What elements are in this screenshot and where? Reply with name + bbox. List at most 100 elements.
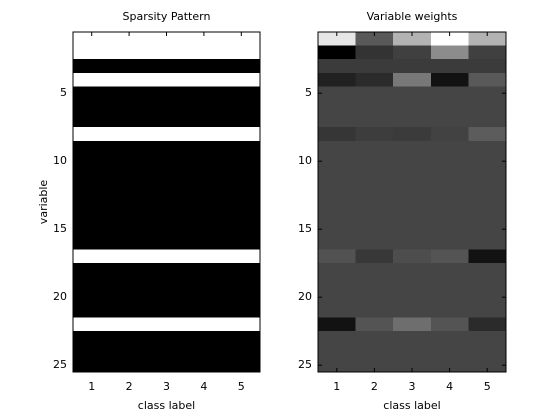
heatmap-cell bbox=[73, 195, 111, 210]
heatmap-cell bbox=[355, 222, 394, 237]
heatmap-cell bbox=[468, 127, 507, 142]
heatmap-cell bbox=[430, 222, 469, 237]
x-tick-label: 3 bbox=[163, 380, 170, 393]
heatmap-cell bbox=[222, 86, 261, 101]
heatmap-cell bbox=[110, 331, 149, 346]
y-tick-label: 20 bbox=[298, 290, 312, 303]
heatmap-cell bbox=[318, 140, 356, 155]
heatmap-cell bbox=[185, 154, 223, 169]
heatmap-cell bbox=[430, 32, 469, 46]
heatmap-cell bbox=[430, 168, 469, 182]
heatmap-cell bbox=[147, 344, 186, 359]
heatmap-cell bbox=[355, 317, 394, 332]
heatmap-cell bbox=[185, 181, 223, 196]
heatmap-cell bbox=[185, 72, 223, 87]
heatmap-cell bbox=[185, 45, 223, 60]
heatmap-cell bbox=[222, 127, 261, 142]
heatmap-cell bbox=[393, 140, 432, 155]
heatmap-cell bbox=[318, 72, 356, 87]
heatmap-cell bbox=[73, 45, 111, 60]
heatmap-cell bbox=[222, 276, 261, 291]
heatmap-cell bbox=[318, 45, 356, 60]
heatmap-cell bbox=[393, 45, 432, 60]
heatmap-cell bbox=[318, 181, 356, 196]
heatmap-cell bbox=[393, 32, 432, 46]
heatmap-cell bbox=[468, 100, 507, 114]
heatmap-cell bbox=[355, 59, 394, 74]
heatmap-cell bbox=[185, 344, 223, 359]
heatmap-cell bbox=[393, 344, 432, 359]
heatmap-cell bbox=[73, 263, 111, 278]
heatmap-cell bbox=[110, 263, 149, 278]
heatmap-cell bbox=[222, 304, 261, 318]
heatmap-cell bbox=[185, 86, 223, 101]
heatmap-cell bbox=[468, 32, 507, 46]
heatmap-cell bbox=[222, 100, 261, 114]
x-tick-label: 3 bbox=[409, 380, 416, 393]
heatmap-cell bbox=[393, 236, 432, 250]
heatmap-cell bbox=[185, 140, 223, 155]
heatmap-cell bbox=[393, 59, 432, 74]
heatmap-cell bbox=[393, 358, 432, 373]
heatmap-cell bbox=[393, 72, 432, 87]
y-tick-label: 10 bbox=[298, 154, 312, 167]
heatmap-cell bbox=[110, 181, 149, 196]
heatmap-cell bbox=[318, 276, 356, 291]
heatmap-cell bbox=[110, 113, 149, 128]
heatmap-cell bbox=[185, 127, 223, 142]
x-tick-label: 4 bbox=[200, 380, 207, 393]
heatmap-cell bbox=[393, 249, 432, 264]
heatmap-cell bbox=[318, 113, 356, 128]
heatmap-cell bbox=[110, 290, 149, 305]
heatmap-cell bbox=[318, 344, 356, 359]
heatmap-cell bbox=[430, 304, 469, 318]
heatmap-cell bbox=[355, 358, 394, 373]
heatmap-cell bbox=[430, 59, 469, 74]
x-tick-label: 1 bbox=[88, 380, 95, 393]
x-axis-label: class label bbox=[138, 399, 195, 412]
heatmap-cell bbox=[318, 263, 356, 278]
heatmap-cell bbox=[222, 59, 261, 74]
heatmap-cell bbox=[147, 263, 186, 278]
heatmap-cell bbox=[468, 358, 507, 373]
heatmap-cell bbox=[110, 249, 149, 264]
heatmap-cell bbox=[468, 236, 507, 250]
heatmap-cell bbox=[110, 222, 149, 237]
heatmap-cell bbox=[430, 140, 469, 155]
heatmap-cell bbox=[73, 317, 111, 332]
heatmap-cell bbox=[222, 344, 261, 359]
heatmap-cell bbox=[430, 113, 469, 128]
heatmap-cell bbox=[73, 304, 111, 318]
heatmap-cell bbox=[355, 195, 394, 210]
heatmap-cell bbox=[318, 86, 356, 101]
heatmap-cell bbox=[468, 263, 507, 278]
heatmap-cell bbox=[147, 59, 186, 74]
heatmap-cell bbox=[318, 304, 356, 318]
heatmap-cell bbox=[222, 154, 261, 169]
heatmap-cell bbox=[393, 222, 432, 237]
heatmap-cell bbox=[110, 304, 149, 318]
y-tick-label: 20 bbox=[53, 290, 67, 303]
heatmap-cell bbox=[110, 100, 149, 114]
chart-title: Sparsity Pattern bbox=[123, 10, 211, 23]
heatmap-cell bbox=[393, 86, 432, 101]
heatmap-cell bbox=[110, 195, 149, 210]
heatmap-cell bbox=[468, 344, 507, 359]
heatmap-cell bbox=[318, 59, 356, 74]
heatmap-cell bbox=[468, 276, 507, 291]
heatmap-cell bbox=[430, 276, 469, 291]
heatmap-cell bbox=[222, 236, 261, 250]
heatmap-cell bbox=[318, 100, 356, 114]
heatmap-cell bbox=[185, 195, 223, 210]
heatmap-cell bbox=[468, 304, 507, 318]
heatmap-cell bbox=[73, 140, 111, 155]
heatmap-cell bbox=[73, 32, 111, 46]
heatmap-cell bbox=[355, 249, 394, 264]
heatmap-cell bbox=[318, 208, 356, 223]
heatmap-cell bbox=[147, 154, 186, 169]
heatmap-cell bbox=[355, 140, 394, 155]
heatmap-cell bbox=[147, 45, 186, 60]
heatmap-cell bbox=[185, 236, 223, 250]
y-tick-label: 5 bbox=[60, 86, 67, 99]
y-tick-label: 5 bbox=[305, 86, 312, 99]
